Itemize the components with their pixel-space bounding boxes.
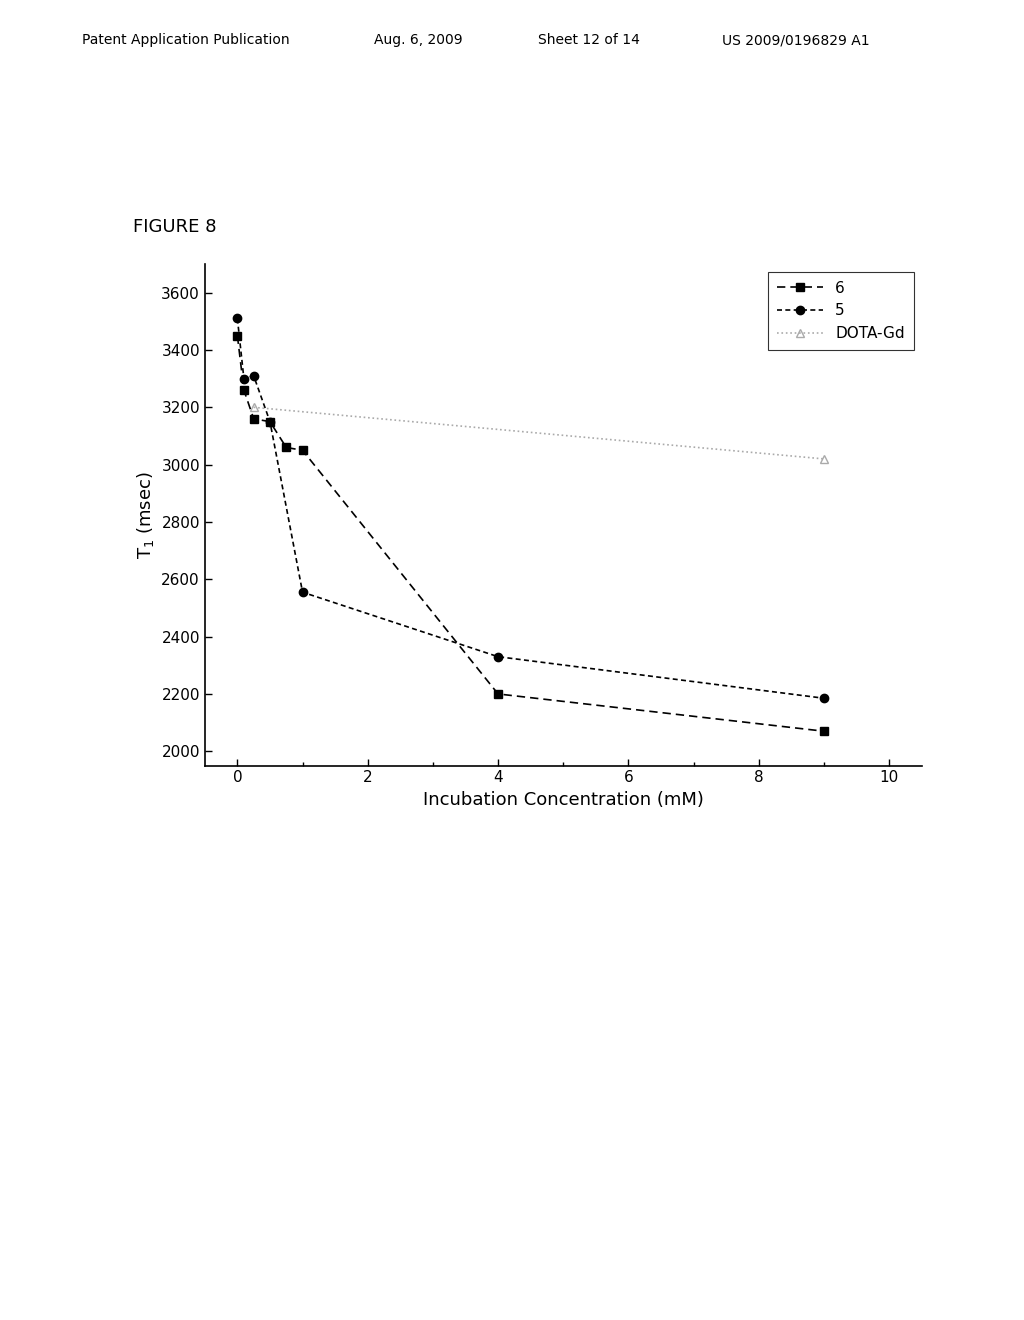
Text: US 2009/0196829 A1: US 2009/0196829 A1 — [722, 33, 869, 48]
6 — [296, 442, 308, 458]
DOTA-Gd — [818, 451, 830, 467]
DOTA-Gd — [248, 400, 260, 416]
5 — [248, 368, 260, 384]
Legend: 6, 5, DOTA-Gd: 6, 5, DOTA-Gd — [768, 272, 914, 350]
6 — [818, 723, 830, 739]
5 — [238, 371, 250, 387]
6 — [238, 383, 250, 399]
Y-axis label: T$_{1}$ (msec): T$_{1}$ (msec) — [134, 471, 156, 558]
Line: DOTA-Gd: DOTA-Gd — [250, 403, 828, 463]
6 — [264, 413, 276, 429]
5 — [264, 413, 276, 429]
Line: 6: 6 — [233, 331, 828, 735]
X-axis label: Incubation Concentration (mM): Incubation Concentration (mM) — [423, 791, 703, 809]
Line: 5: 5 — [233, 314, 828, 702]
Text: Sheet 12 of 14: Sheet 12 of 14 — [538, 33, 639, 48]
6 — [281, 440, 293, 455]
5 — [818, 690, 830, 706]
6 — [248, 411, 260, 426]
5 — [231, 310, 244, 326]
Text: Aug. 6, 2009: Aug. 6, 2009 — [374, 33, 463, 48]
Text: FIGURE 8: FIGURE 8 — [133, 218, 217, 236]
Text: Patent Application Publication: Patent Application Publication — [82, 33, 290, 48]
6 — [492, 686, 504, 702]
6 — [231, 327, 244, 343]
5 — [492, 648, 504, 664]
5 — [296, 585, 308, 601]
